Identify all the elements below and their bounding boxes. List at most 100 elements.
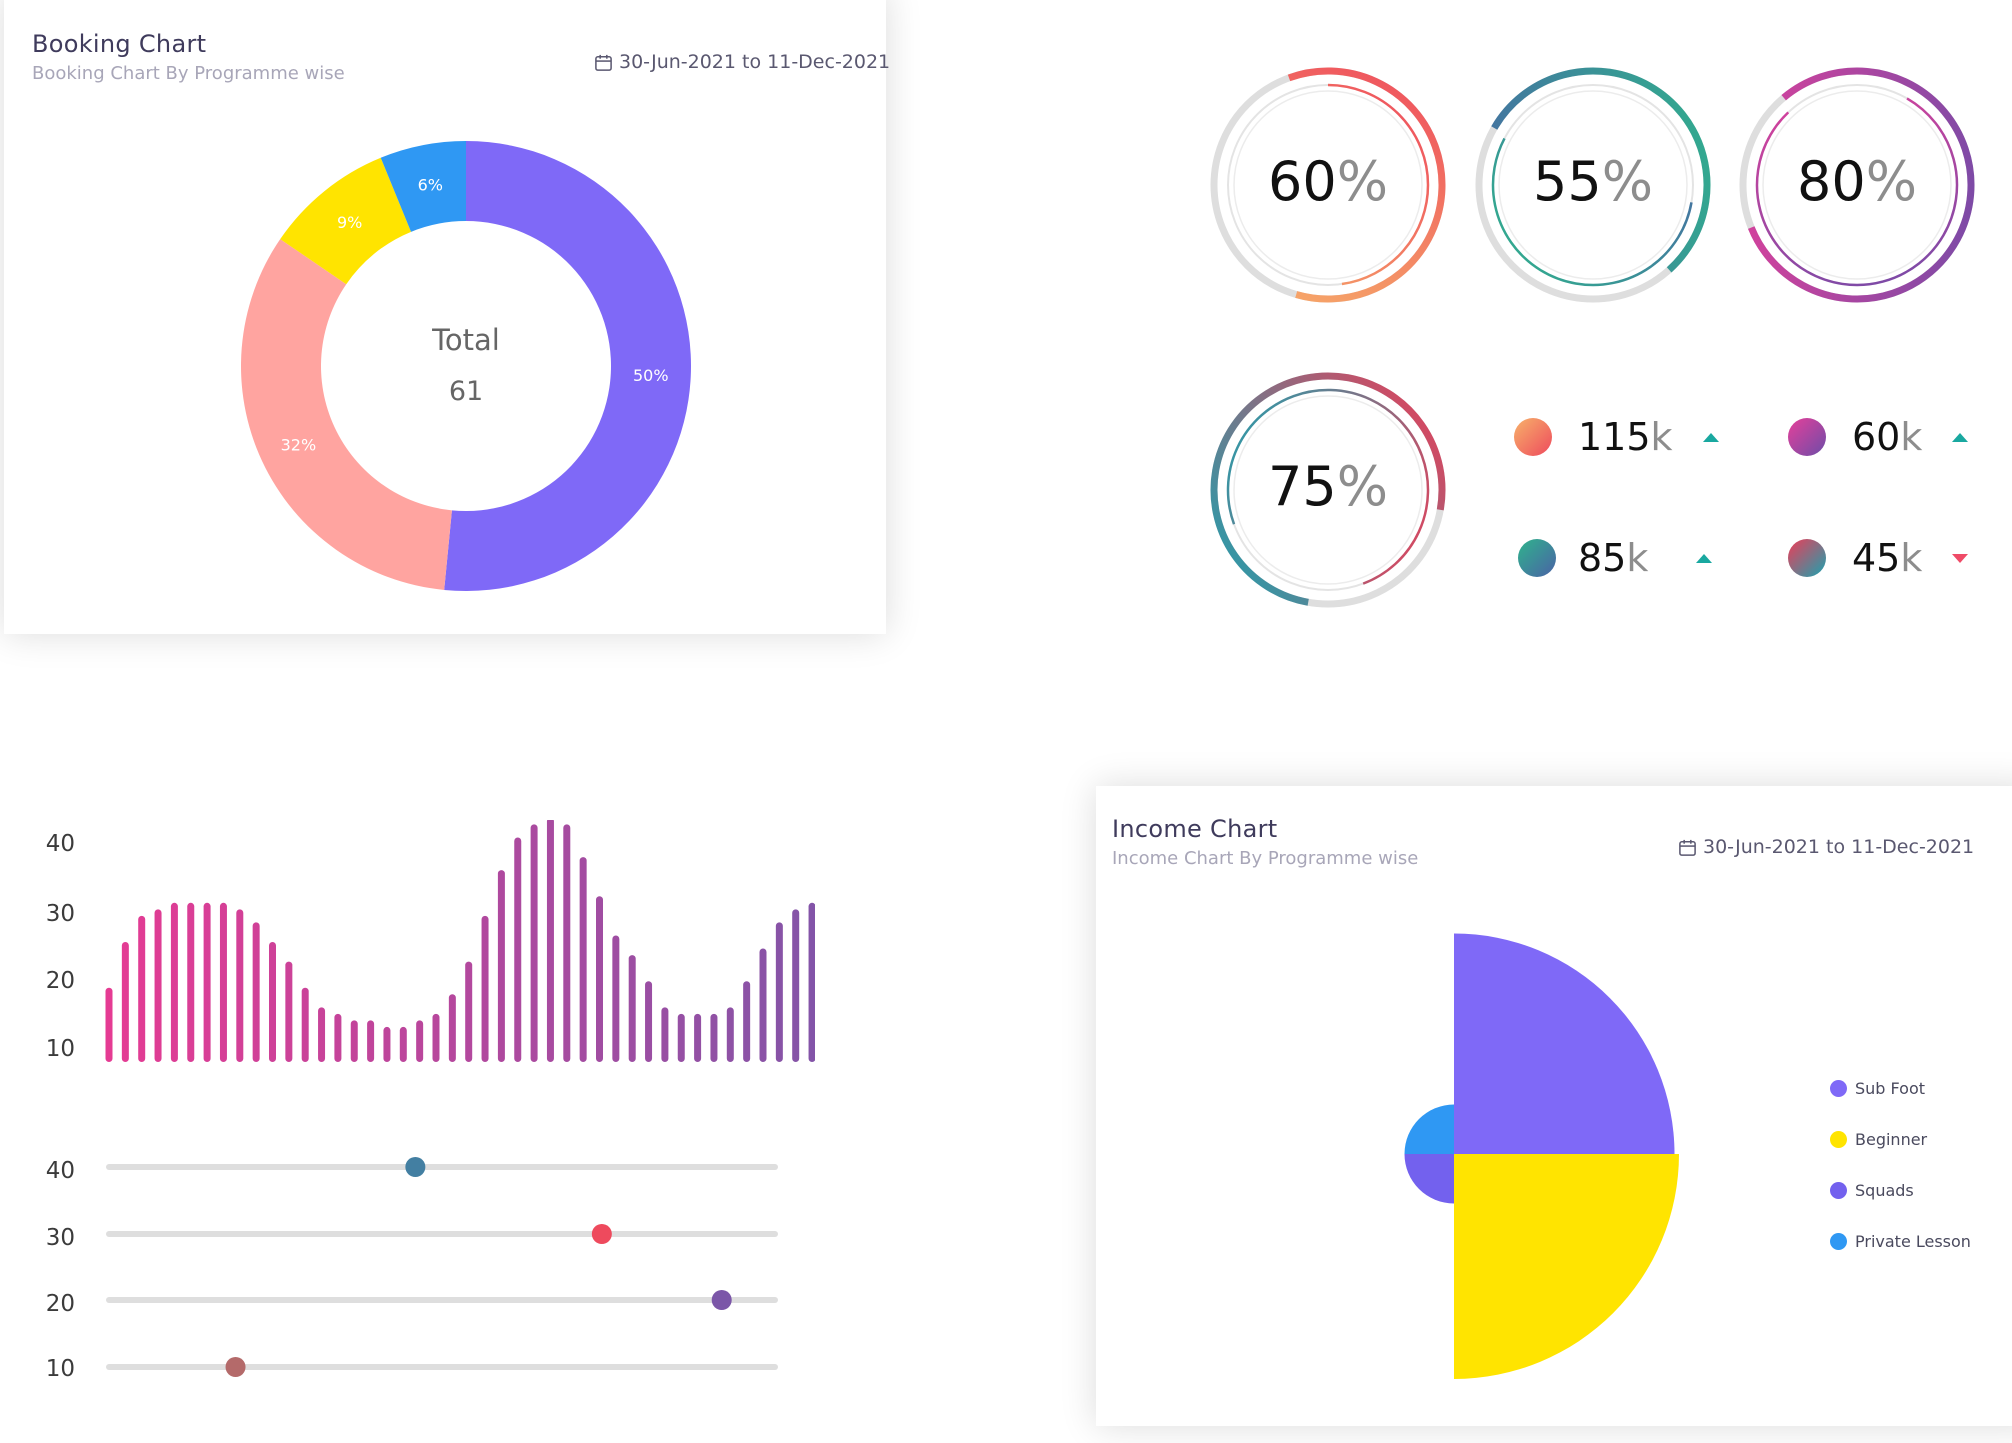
- calendar-icon: [1679, 839, 1696, 856]
- slider-label-30: 30: [45, 1225, 75, 1251]
- legend-item-squads[interactable]: Squads: [1830, 1165, 1971, 1216]
- triangle-up-icon: [1702, 432, 1719, 442]
- bar: [465, 961, 473, 1062]
- stat-value: 45k: [1852, 536, 1923, 580]
- stat-dot: [1518, 539, 1556, 577]
- ring-80-label: 80%: [1737, 150, 1977, 213]
- booking-chart-title: Booking Chart: [32, 30, 207, 58]
- stat-value: 85k: [1578, 536, 1649, 580]
- slider-label-40: 40: [45, 1158, 75, 1184]
- bar: [563, 824, 571, 1062]
- stat-85k: 85k: [1518, 536, 1713, 580]
- bar: [318, 1007, 326, 1062]
- stat-dot: [1514, 418, 1552, 456]
- bar-ytick-20: 20: [45, 968, 75, 994]
- bar: [546, 820, 554, 1062]
- donut-slice[interactable]: [280, 157, 412, 285]
- income-chart-title: Income Chart: [1112, 815, 1278, 843]
- bar: [219, 902, 227, 1062]
- booking-date-range-text: 30-Jun-2021 to 11-Dec-2021: [619, 51, 891, 73]
- ring-55-label: 55%: [1473, 150, 1713, 213]
- bar: [743, 981, 751, 1062]
- ring-75-value: 75: [1267, 455, 1337, 518]
- polar-slice[interactable]: [1454, 1154, 1679, 1379]
- bar: [775, 922, 783, 1062]
- vertical-bar-chart: [105, 820, 815, 1062]
- ring-55-value: 55: [1532, 150, 1602, 213]
- polar-slice[interactable]: [1404, 1154, 1455, 1204]
- legend-item-sub-foot[interactable]: Sub Foot: [1830, 1063, 1971, 1114]
- legend-label: Sub Foot: [1855, 1079, 1926, 1098]
- stat-dot: [1788, 539, 1826, 577]
- bar: [792, 909, 800, 1062]
- bar-ytick-30: 30: [45, 901, 75, 927]
- triangle-down-icon: [1952, 553, 1969, 563]
- bar: [236, 909, 244, 1062]
- slider-handle[interactable]: [225, 1357, 246, 1377]
- bar: [726, 1007, 734, 1062]
- slider-handle[interactable]: [405, 1157, 426, 1177]
- income-date-range[interactable]: 30-Jun-2021 to 11-Dec-2021: [1678, 836, 1974, 858]
- legend-item-beginner[interactable]: Beginner: [1830, 1114, 1971, 1165]
- bar: [269, 942, 276, 1062]
- ring-60-label: 60%: [1208, 150, 1448, 213]
- bar: [383, 1026, 391, 1062]
- ring-80-unit: %: [1865, 150, 1918, 213]
- booking-donut-chart: 50% 32% 9% 6% Total 61: [240, 141, 691, 591]
- ring-55: [1475, 67, 1711, 303]
- ring-80: [1739, 67, 1975, 303]
- bar: [252, 922, 260, 1062]
- ring-60-value: 60: [1267, 150, 1337, 213]
- bar: [677, 1013, 685, 1062]
- legend-dot: [1830, 1131, 1847, 1148]
- booking-date-range[interactable]: 30-Jun-2021 to 11-Dec-2021: [594, 51, 890, 73]
- ring-75-unit: %: [1336, 455, 1389, 518]
- income-legend: Sub Foot Beginner Squads Private Lesson: [1830, 1063, 1971, 1267]
- donut-slice[interactable]: [444, 141, 691, 591]
- donut-slice[interactable]: [380, 141, 466, 232]
- bar: [350, 1020, 358, 1062]
- polar-slice[interactable]: [1404, 1104, 1455, 1155]
- bar: [694, 1013, 702, 1062]
- income-date-range-text: 30-Jun-2021 to 11-Dec-2021: [1703, 836, 1975, 858]
- triangle-up-icon: [1696, 553, 1713, 563]
- bar: [530, 824, 538, 1062]
- bar: [497, 870, 505, 1062]
- booking-chart-subtitle: Booking Chart By Programme wise: [32, 63, 345, 84]
- bar: [710, 1013, 718, 1062]
- bar: [448, 994, 456, 1062]
- bar: [661, 1007, 669, 1062]
- donut-data-label: 32%: [281, 435, 317, 454]
- bar: [170, 902, 178, 1062]
- legend-dot: [1830, 1080, 1847, 1097]
- slider-handle[interactable]: [591, 1224, 612, 1244]
- ring-75: [1210, 372, 1446, 608]
- triangle-up-icon: [1952, 432, 1969, 442]
- polar-slice[interactable]: [1454, 933, 1675, 1155]
- donut-slice[interactable]: [240, 239, 452, 590]
- stat-value: 115k: [1578, 415, 1673, 459]
- legend-dot: [1830, 1182, 1847, 1199]
- bar: [285, 961, 293, 1062]
- donut-center-label: Total: [431, 323, 500, 357]
- ring-80-value: 80: [1796, 150, 1866, 213]
- legend-item-private-lesson[interactable]: Private Lesson: [1830, 1216, 1971, 1267]
- ring-75-label: 75%: [1208, 455, 1448, 518]
- bar: [367, 1020, 375, 1062]
- bar: [105, 987, 113, 1062]
- donut-center-value: 61: [449, 376, 483, 407]
- ring-55-unit: %: [1601, 150, 1654, 213]
- slider-handle[interactable]: [711, 1290, 732, 1310]
- bar: [301, 987, 309, 1062]
- legend-label: Squads: [1855, 1181, 1914, 1200]
- stat-45k: 45k: [1788, 536, 1969, 580]
- bar: [628, 955, 636, 1062]
- bar: [808, 902, 815, 1062]
- bar: [579, 857, 587, 1062]
- donut-data-label: 9%: [337, 213, 362, 232]
- bar: [138, 915, 146, 1062]
- legend-dot: [1830, 1233, 1847, 1250]
- slider-bar-chart: [106, 1157, 778, 1377]
- ring-60: [1210, 67, 1446, 303]
- bar: [416, 1020, 424, 1062]
